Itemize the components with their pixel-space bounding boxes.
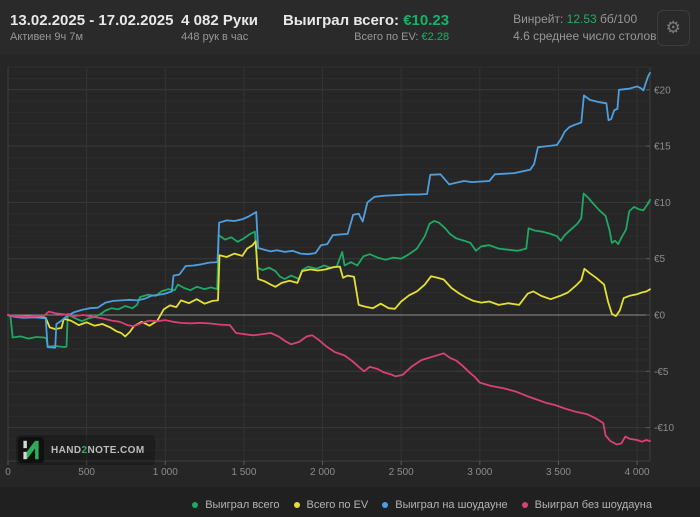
- winnings-chart[interactable]: 0 500 1 000 1 500 2 000 2 500 3 000 3 500 4 000 -…: [0, 55, 700, 487]
- svg-text:€15: €15: [654, 142, 671, 153]
- svg-text:1 500: 1 500: [231, 467, 256, 478]
- legend-item-1[interactable]: Всего по EV: [293, 498, 369, 511]
- avg-tables: 4.6 среднее число столов: [513, 28, 657, 43]
- winrate-label: Винрейт:: [513, 11, 564, 26]
- legend-label: Выиграл на шоудауне: [395, 498, 508, 511]
- svg-text:€5: €5: [654, 254, 666, 265]
- legend-dot: [293, 501, 300, 508]
- won-total-block: Выиграл всего: €10.23 Всего по EV: €2.28: [283, 11, 449, 44]
- svg-text:3 000: 3 000: [467, 467, 492, 478]
- hands-block: 4 082 Руки 448 рук в час: [181, 11, 283, 44]
- legend-dot: [192, 501, 199, 508]
- winnings-graph-canvas[interactable]: 0 500 1 000 1 500 2 000 2 500 3 000 3 500 4 000 -…: [0, 55, 700, 482]
- ev-value: €2.28: [421, 31, 450, 43]
- series-line-Всего по EV: [7, 240, 651, 338]
- active-time: Активен 9ч 7м: [10, 31, 84, 43]
- svg-text:1 000: 1 000: [153, 467, 178, 478]
- hand2note-logo-text: HAND2NOTE.COM: [51, 444, 145, 456]
- hands-count: 4 082 Руки: [181, 12, 258, 29]
- date-range-block: 13.02.2025 - 17.02.2025 Активен 9ч 7м: [10, 11, 181, 44]
- gear-icon: ⚙: [665, 17, 681, 37]
- series-line-Выиграл без шоудауна: [7, 310, 651, 446]
- stats-header: 13.02.2025 - 17.02.2025 Активен 9ч 7м 4 …: [0, 0, 700, 55]
- legend-label: Выиграл всего: [205, 498, 280, 511]
- svg-text:4 000: 4 000: [625, 467, 650, 478]
- winrate-value: 12.53: [566, 11, 597, 26]
- legend-item-2[interactable]: Выиграл на шоудауне: [382, 498, 508, 511]
- series-line-Выиграл на шоудауне: [7, 71, 651, 349]
- legend-label: Всего по EV: [306, 498, 369, 511]
- date-range: 13.02.2025 - 17.02.2025: [10, 12, 174, 29]
- won-total-label: Выиграл всего:: [282, 12, 400, 29]
- svg-text:3 500: 3 500: [546, 467, 571, 478]
- legend-item-3[interactable]: Выиграл без шоудауна: [521, 498, 652, 511]
- legend-dot: [382, 501, 389, 508]
- winrate-block: Винрейт: 12.53 бб/100 4.6 среднее число …: [513, 11, 656, 45]
- won-total-value: €10.23: [403, 12, 450, 29]
- svg-text:2 500: 2 500: [389, 467, 414, 478]
- settings-button[interactable]: ⚙: [656, 9, 690, 46]
- legend-item-0[interactable]: Выиграл всего: [192, 498, 280, 511]
- svg-text:-€5: -€5: [654, 367, 669, 378]
- svg-text:2 000: 2 000: [310, 467, 335, 478]
- svg-text:€10: €10: [654, 198, 671, 209]
- chart-legend: Выиграл всего Всего по EV Выиграл на шоуда…: [0, 487, 700, 517]
- hand2note-icon: [18, 437, 44, 463]
- hand2note-logo: HAND2NOTE.COM: [16, 435, 155, 465]
- svg-text:€0: €0: [654, 311, 666, 322]
- legend-label: Выиграл без шоудауна: [534, 498, 652, 511]
- svg-text:0: 0: [5, 467, 11, 478]
- svg-text:500: 500: [78, 467, 95, 478]
- svg-text:-€10: -€10: [654, 423, 674, 434]
- ev-label: Всего по EV:: [354, 31, 419, 43]
- winrate-units: бб/100: [600, 11, 638, 26]
- legend-dot: [521, 501, 528, 508]
- hands-per-hour: 448 рук в час: [181, 31, 249, 43]
- svg-text:€20: €20: [654, 85, 671, 96]
